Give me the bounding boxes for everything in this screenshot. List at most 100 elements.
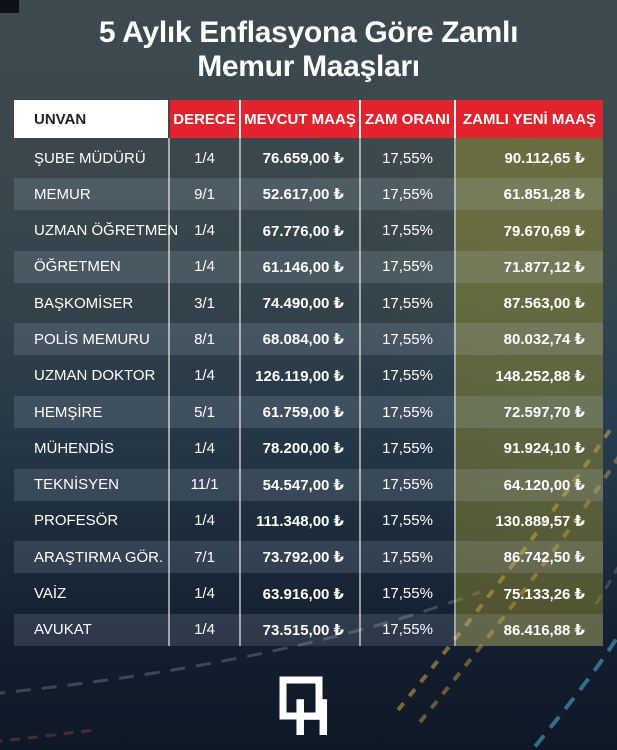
- table-row: ARAŞTIRMA GÖR. 7/1 73.792,00 ₺ 17,55% 86.742…: [14, 541, 603, 574]
- cell-derece: 1/4: [194, 439, 215, 457]
- cell-derece: 5/1: [194, 403, 215, 421]
- table-row: POLİS MEMURU 8/1 68.084,00 ₺ 17,55% 80.032,7…: [14, 323, 603, 356]
- cell-zam-orani: 17,55%: [382, 403, 433, 421]
- cell-zam-orani: 17,55%: [382, 512, 433, 530]
- column-header-derece: DERECE: [170, 100, 239, 138]
- cell-unvan: VAİZ: [34, 585, 67, 603]
- table-row: UZMAN DOKTOR 1/4 126.119,00 ₺ 17,55% 148.252…: [14, 360, 603, 392]
- cell-zamli-yeni-maas: 87.563,00 ₺: [503, 295, 585, 313]
- cell-zam-orani: 17,55%: [382, 185, 433, 203]
- cell-zam-orani: 17,55%: [382, 330, 433, 348]
- column-separator: [239, 138, 241, 646]
- column-header-mevcut-maas: MEVCUT MAAŞ: [241, 100, 359, 138]
- column-header-zamli-yeni-maas: ZAMLI YENİ MAAŞ: [456, 100, 603, 138]
- cell-mevcut-maas: 61.146,00 ₺: [262, 258, 344, 276]
- cell-mevcut-maas: 126.119,00 ₺: [255, 367, 344, 385]
- cell-derece: 1/4: [194, 258, 215, 276]
- cell-unvan: HEMŞİRE: [34, 403, 103, 421]
- cell-derece: 1/4: [194, 367, 215, 385]
- cell-zamli-yeni-maas: 86.416,88 ₺: [503, 621, 585, 639]
- table-row: BAŞKOMİSER 3/1 74.490,00 ₺ 17,55% 87.563,00 …: [14, 287, 603, 319]
- cell-unvan: ARAŞTIRMA GÖR.: [34, 548, 164, 566]
- cell-zam-orani: 17,55%: [382, 222, 433, 240]
- table-row: MÜHENDİS 1/4 78.200,00 ₺ 17,55% 91.924,10 ₺: [14, 432, 603, 464]
- cell-zamli-yeni-maas: 90.112,65 ₺: [504, 150, 585, 167]
- cell-mevcut-maas: 61.759,00 ₺: [262, 404, 344, 422]
- table-row: UZMAN ÖĞRETMEN 1/4 67.776,00 ₺ 17,55% 79.670…: [14, 215, 603, 247]
- column-separator: [454, 138, 456, 646]
- cell-zamli-yeni-maas: 75.133,26 ₺: [503, 585, 585, 603]
- cell-unvan: ÖĞRETMEN: [34, 258, 121, 276]
- cell-derece: 1/4: [194, 621, 215, 639]
- cell-derece: 9/1: [194, 185, 215, 203]
- cell-unvan: AVUKAT: [34, 621, 92, 639]
- brand-logo: H: [0, 676, 617, 740]
- table-row: HEMŞİRE 5/1 61.759,00 ₺ 17,55% 72.597,70 ₺: [14, 396, 603, 429]
- cell-zam-orani: 17,55%: [382, 476, 433, 494]
- cell-unvan: POLİS MEMURU: [34, 330, 150, 348]
- title-line1: 5 Aylık Enflasyona Göre Zamlı: [98, 16, 519, 49]
- cell-zamli-yeni-maas: 64.120,00 ₺: [503, 476, 585, 494]
- cell-mevcut-maas: 67.776,00 ₺: [262, 222, 344, 240]
- salary-table: UNVAN DERECE MEVCUT MAAŞ ZAM ORANI ZAMLI…: [14, 100, 603, 646]
- column-header-zam-orani: ZAM ORANI: [361, 100, 454, 138]
- page-title: 5 Aylık Enflasyona Göre Zamlı Memur Maaş…: [0, 16, 617, 84]
- cell-mevcut-maas: 54.547,00 ₺: [262, 476, 344, 494]
- cell-unvan: BAŞKOMİSER: [34, 294, 134, 312]
- table-row: PROFESÖR 1/4 111.348,00 ₺ 17,55% 130.889,57 …: [14, 505, 603, 537]
- cell-mevcut-maas: 73.792,00 ₺: [262, 549, 344, 567]
- table-body: ŞUBE MÜDÜRÜ 1/4 76.659,00 ₺ 17,55% 90.112,65…: [14, 138, 603, 646]
- cell-zam-orani: 17,55%: [382, 548, 433, 566]
- cell-unvan: MÜHENDİS: [34, 439, 115, 457]
- cell-unvan: ŞUBE MÜDÜRÜ: [34, 149, 146, 167]
- cell-mevcut-maas: 52.617,00 ₺: [262, 186, 344, 204]
- logo-letter: H: [293, 689, 331, 740]
- table-row: AVUKAT 1/4 73.515,00 ₺ 17,55% 86.416,88 ₺: [14, 613, 603, 646]
- column-separator: [359, 138, 361, 646]
- cell-derece: 7/1: [194, 548, 215, 566]
- table-row: VAİZ 1/4 63.916,00 ₺ 17,55% 75.133,26 ₺: [14, 578, 603, 610]
- cell-zam-orani: 17,55%: [382, 294, 433, 312]
- cell-derece: 1/4: [194, 149, 215, 167]
- cell-zam-orani: 17,55%: [382, 149, 433, 167]
- cell-zamli-yeni-maas: 148.252,88 ₺: [495, 367, 585, 385]
- cell-zam-orani: 17,55%: [382, 258, 433, 276]
- cell-zam-orani: 17,55%: [382, 585, 433, 603]
- table-row: ÖĞRETMEN 1/4 61.146,00 ₺ 17,55% 71.877,12 ₺: [14, 250, 603, 283]
- cell-unvan: PROFESÖR: [34, 512, 119, 530]
- column-header-unvan: UNVAN: [14, 100, 168, 138]
- cell-zamli-yeni-maas: 71.877,12 ₺: [503, 258, 585, 276]
- cell-zam-orani: 17,55%: [382, 439, 433, 457]
- cell-zamli-yeni-maas: 130.889,57 ₺: [495, 512, 585, 530]
- cell-zamli-yeni-maas: 72.597,70 ₺: [503, 404, 585, 422]
- cell-unvan: UZMAN ÖĞRETMEN: [34, 222, 179, 240]
- cell-zam-orani: 17,55%: [382, 367, 433, 385]
- table-row: MEMUR 9/1 52.617,00 ₺ 17,55% 61.851,28 ₺: [14, 178, 603, 211]
- table-row: ŞUBE MÜDÜRÜ 1/4 76.659,00 ₺ 17,55% 90.112,65…: [14, 142, 603, 174]
- highlight-column-overlay: [456, 138, 603, 646]
- cell-zamli-yeni-maas: 86.742,50 ₺: [503, 549, 585, 567]
- cell-derece: 1/4: [194, 222, 215, 240]
- cell-derece: 3/1: [194, 294, 215, 312]
- table-row: TEKNİSYEN 11/1 54.547,00 ₺ 17,55% 64.120,00 …: [14, 468, 603, 501]
- cell-zam-orani: 17,55%: [382, 621, 433, 639]
- cell-mevcut-maas: 111.348,00 ₺: [255, 512, 344, 530]
- cell-unvan: MEMUR: [34, 185, 91, 203]
- table-header-row: UNVAN DERECE MEVCUT MAAŞ ZAM ORANI ZAMLI…: [14, 100, 603, 138]
- cell-mevcut-maas: 73.515,00 ₺: [262, 621, 344, 639]
- corner-artifact: [0, 0, 19, 13]
- cell-mevcut-maas: 74.490,00 ₺: [262, 295, 344, 313]
- cell-derece: 1/4: [194, 512, 215, 530]
- h-logo-icon: H: [279, 676, 331, 740]
- cell-zamli-yeni-maas: 80.032,74 ₺: [503, 331, 585, 349]
- title-line2: Memur Maaşları: [197, 50, 420, 83]
- column-separator: [168, 138, 170, 646]
- cell-mevcut-maas: 68.084,00 ₺: [262, 331, 344, 349]
- cell-zamli-yeni-maas: 79.670,69 ₺: [503, 222, 585, 240]
- cell-derece: 1/4: [194, 585, 215, 603]
- cell-mevcut-maas: 78.200,00 ₺: [262, 440, 344, 458]
- cell-zamli-yeni-maas: 91.924,10 ₺: [503, 440, 585, 458]
- cell-mevcut-maas: 76.659,00 ₺: [262, 150, 344, 167]
